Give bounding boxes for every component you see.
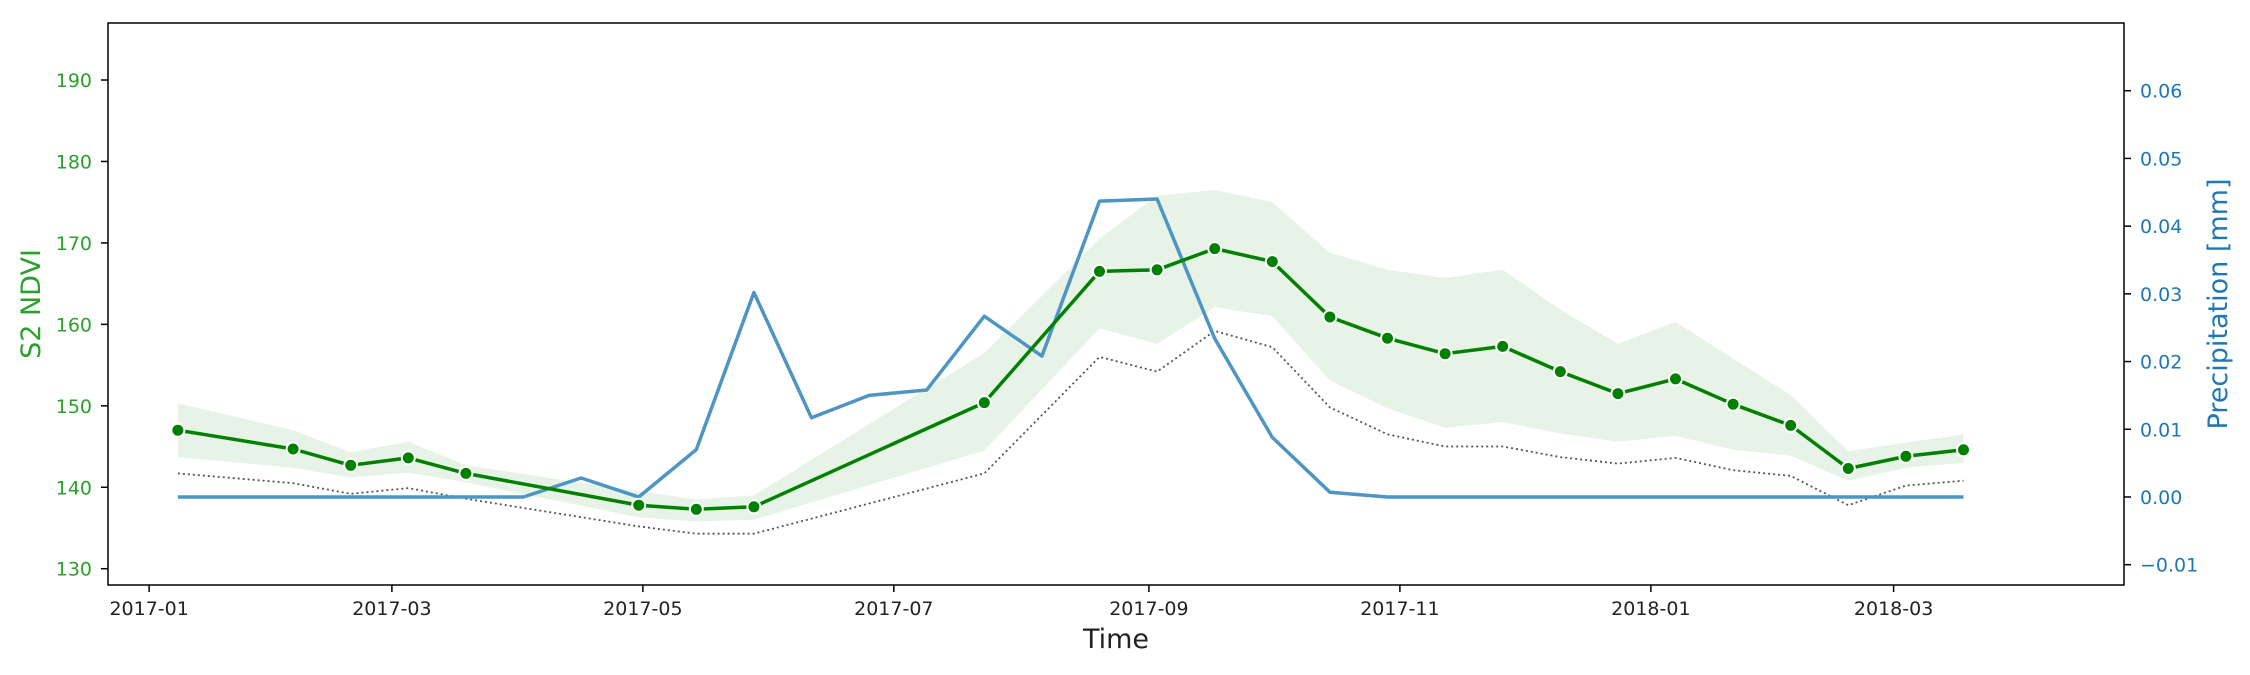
- ndvi-point: [1437, 346, 1453, 362]
- y-left-tick-label: 190: [56, 70, 92, 92]
- y-left-tick-label: 180: [56, 151, 92, 173]
- ndvi-point: [631, 497, 647, 513]
- y-right-tick-label: 0.00: [2140, 487, 2182, 509]
- ndvi-point: [170, 422, 186, 438]
- y-right-tick-label: 0.06: [2140, 81, 2182, 103]
- y-axis-left-title: S2 NDVI: [16, 249, 47, 359]
- ndvi-point: [1495, 338, 1511, 354]
- ndvi-point: [1840, 461, 1856, 476]
- x-tick-label: 2017-05: [603, 598, 682, 620]
- ndvi-point: [343, 457, 359, 473]
- ndvi-point: [1552, 364, 1568, 380]
- ndvi-marker-layer: [170, 241, 1971, 517]
- ndvi-point: [1783, 417, 1799, 433]
- precipitation-layer: [177, 197, 1964, 499]
- ndvi-point: [400, 450, 416, 466]
- x-tick-label: 2017-09: [1109, 598, 1188, 620]
- ndvi-point: [1149, 262, 1165, 278]
- y-left-tick-label: 130: [56, 559, 92, 581]
- x-tick-label: 2018-03: [1854, 598, 1933, 620]
- ndvi-point: [1207, 241, 1223, 257]
- y-left-tick-label: 140: [56, 477, 92, 499]
- ndvi-point: [746, 499, 762, 515]
- ndvi-band-layer: [177, 190, 1964, 522]
- x-tick-label: 2018-01: [1611, 598, 1690, 620]
- ndvi-point: [1725, 396, 1741, 412]
- ndvi-point: [1610, 386, 1626, 402]
- ndvi-point: [1956, 442, 1971, 458]
- y-axis-right-title: Precipitation [mm]: [2203, 178, 2234, 429]
- ndvi-point: [1092, 263, 1107, 279]
- y-left-tick-label: 170: [56, 233, 92, 255]
- ndvi-point: [1322, 309, 1338, 325]
- ndvi-confidence-band: [177, 190, 1964, 522]
- ndvi-point: [1380, 330, 1395, 346]
- ndvi-point: [458, 465, 474, 481]
- y-axis-right: −0.01 0.00 0.01 0.02 0.03 0.04 0.05 0.06: [2124, 81, 2198, 577]
- y-right-tick-label: 0.05: [2140, 148, 2182, 170]
- y-left-tick-label: 150: [56, 396, 92, 418]
- x-tick-label: 2017-03: [352, 598, 431, 620]
- x-axis: 2017-01 2017-03 2017-05 2017-07 2017-09 2017-…: [109, 585, 1933, 620]
- plot-frame: [107, 22, 2125, 586]
- ndvi-point: [1264, 254, 1280, 270]
- y-left-tick-label: 160: [56, 314, 92, 336]
- y-right-tick-label: 0.03: [2140, 284, 2182, 306]
- y-right-tick-label: 0.02: [2140, 352, 2182, 374]
- x-tick-label: 2017-07: [854, 598, 933, 620]
- y-axis-left: 130 140 150 160 170 180 190: [56, 70, 108, 581]
- precipitation-line: [177, 197, 1964, 499]
- ndvi-point: [688, 501, 704, 517]
- x-tick-label: 2017-11: [1360, 598, 1439, 620]
- ndvi-point: [976, 395, 992, 411]
- x-axis-title: Time: [1082, 624, 1149, 655]
- ndvi-point: [1898, 448, 1914, 464]
- y-right-tick-label: 0.04: [2140, 216, 2182, 238]
- y-right-tick-label: 0.01: [2140, 419, 2182, 441]
- ndvi-point: [1668, 371, 1683, 387]
- y-right-tick-label: −0.01: [2140, 555, 2198, 577]
- x-tick-label: 2017-01: [109, 598, 188, 620]
- ndvi-point: [285, 441, 301, 457]
